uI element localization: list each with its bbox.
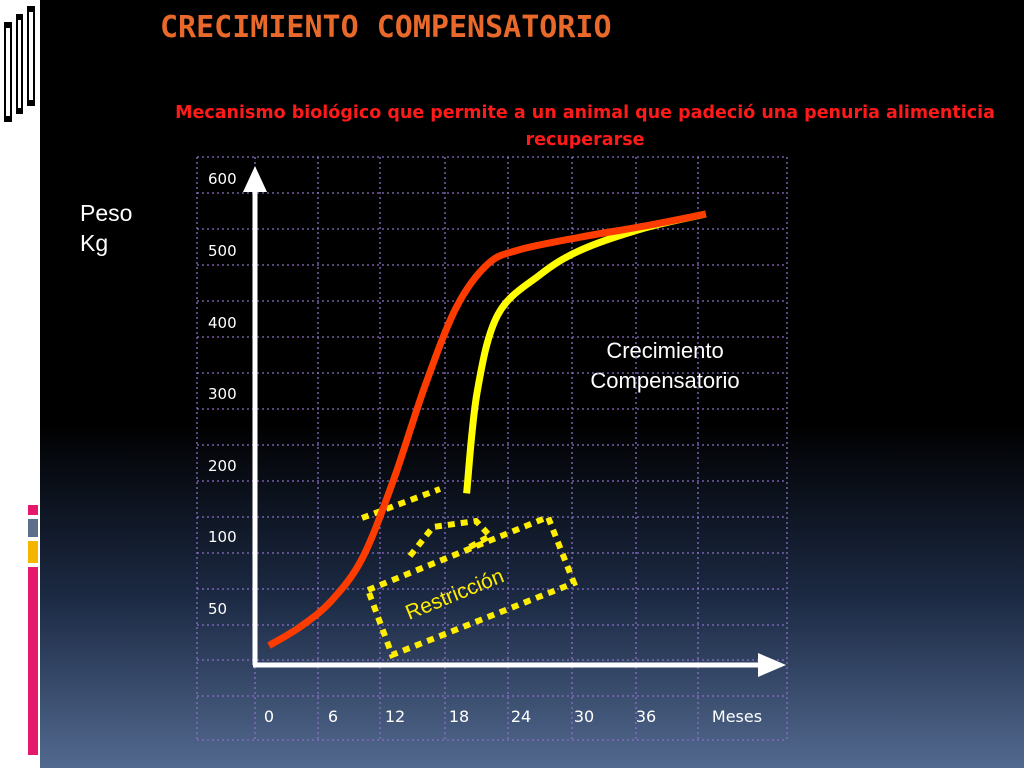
x-tick-label: 6 <box>328 707 338 726</box>
x-tick-label: 0 <box>264 707 274 726</box>
x-tick-label: 12 <box>385 707 405 726</box>
x-axis-arrow <box>758 653 786 677</box>
chart-ticks: 0 6 12 18 24 30 36 Meses 50 100 200 300 400 500 600 <box>208 170 762 726</box>
y-tick-label: 600 <box>208 170 237 188</box>
y-tick-label: 50 <box>208 600 227 618</box>
restriction-frame <box>364 513 578 659</box>
accent-bars <box>28 505 38 755</box>
chart-grid <box>196 156 788 741</box>
restriction-inner-hook <box>407 517 495 558</box>
slides-icon <box>2 0 40 130</box>
y-tick-label: 100 <box>208 528 237 546</box>
chart-series <box>267 210 707 649</box>
y-axis-label: Peso Kg <box>80 200 133 256</box>
x-tick-label: 18 <box>449 707 469 726</box>
slide-subtitle: Mecanismo biológico que permite a un ani… <box>175 103 995 150</box>
y-tick-label: 400 <box>208 314 237 332</box>
chart-axes <box>243 166 786 677</box>
slide-title: CRECIMIENTO COMPENSATORIO <box>160 10 612 45</box>
y-axis-arrow <box>243 166 267 192</box>
normal-curve <box>267 210 707 649</box>
x-tick-label: 36 <box>636 707 656 726</box>
y-tick-label: 500 <box>208 242 237 260</box>
compensatory-growth-label: Crecimiento Compensatorio <box>590 338 740 393</box>
left-decor-strip <box>0 0 40 768</box>
y-tick-label: 200 <box>208 457 237 475</box>
x-axis-label: Meses <box>712 707 762 726</box>
x-tick-label: 24 <box>511 707 531 726</box>
y-tick-label: 300 <box>208 385 237 403</box>
restriction-box: Restricción <box>360 486 578 659</box>
restriction-link-upper <box>360 486 442 521</box>
x-tick-label: 30 <box>574 707 594 726</box>
